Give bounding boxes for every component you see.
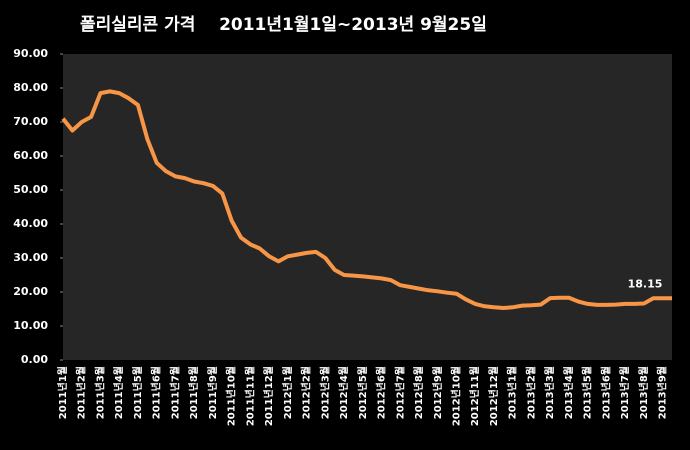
x-tick-label: 2011년11월	[243, 366, 256, 426]
x-tick-label: 2013년8월	[637, 366, 650, 419]
x-tick-label: 2011년8월	[187, 366, 200, 419]
x-tick-label: 2012년1월	[281, 366, 294, 419]
x-tick-label: 2012년12월	[487, 366, 500, 426]
x-tick-label: 2011년10월	[225, 366, 238, 426]
y-tick-label: 40.00	[13, 217, 48, 230]
x-tick-label: 2013년2월	[524, 366, 537, 419]
x-tick-label: 2013년7월	[618, 366, 631, 419]
y-tick-label: 30.00	[13, 251, 48, 264]
y-tick-label: 60.00	[13, 149, 48, 162]
y-tick-label: 90.00	[13, 47, 48, 60]
x-tick-label: 2011년5월	[131, 366, 144, 419]
x-tick-label: 2012년11월	[468, 366, 481, 426]
x-tick-label: 2013년3월	[543, 366, 556, 419]
price-line	[61, 89, 672, 310]
x-tick-label: 2012년3월	[318, 366, 331, 419]
y-tick-label: 20.00	[13, 285, 48, 298]
x-tick-label: 2012년10월	[450, 366, 463, 426]
x-tick-label: 2013년6월	[599, 366, 612, 419]
x-tick-label: 2012년4월	[337, 366, 350, 419]
x-tick-label: 2013년5월	[581, 366, 594, 419]
x-tick-label: 2011년3월	[93, 366, 106, 419]
x-tick-label: 2013년9월	[656, 366, 669, 419]
x-tick-label: 2012년9월	[431, 366, 444, 419]
y-tick-label: 80.00	[13, 81, 48, 94]
x-tick-label: 2012년8월	[412, 366, 425, 419]
x-tick-label: 2012년2월	[300, 366, 313, 419]
x-tick-label: 2011년1월	[56, 366, 69, 419]
x-tick-label: 2012년5월	[356, 366, 369, 419]
x-tick-label: 2012년6월	[375, 366, 388, 419]
y-tick-label: 0.00	[21, 353, 48, 366]
y-tick-label: 50.00	[13, 183, 48, 196]
x-tick-label: 2012년7월	[393, 366, 406, 419]
x-tick-label: 2011년2월	[75, 366, 88, 419]
x-tick-label: 2011년6월	[150, 366, 163, 419]
y-tick-label: 10.00	[13, 319, 48, 332]
x-tick-label: 2011년7월	[168, 366, 181, 419]
data-label: 18.15	[628, 277, 663, 290]
x-tick-label: 2011년12월	[262, 366, 275, 426]
plot-area	[63, 54, 672, 360]
x-tick-label: 2013년1월	[506, 366, 519, 419]
x-tick-label: 2013년4월	[562, 366, 575, 419]
y-tick-label: 70.00	[13, 115, 48, 128]
x-tick-label: 2011년4월	[112, 366, 125, 419]
chart-title: 폴리실리콘 가격 2011년1월1일~2013년 9월25일	[80, 15, 487, 35]
x-tick-label: 2011년9월	[206, 366, 219, 419]
